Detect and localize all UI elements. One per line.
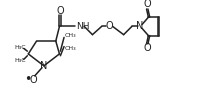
Text: •: • <box>25 73 32 86</box>
Text: N: N <box>136 21 144 31</box>
Text: O: O <box>143 43 151 53</box>
Text: O: O <box>105 21 113 31</box>
Text: NH: NH <box>76 22 89 31</box>
Text: N: N <box>40 61 48 71</box>
Text: H₃C: H₃C <box>15 45 26 50</box>
Text: CH₃: CH₃ <box>65 46 77 51</box>
Text: CH₃: CH₃ <box>65 33 77 38</box>
Text: O: O <box>143 0 151 9</box>
Text: O: O <box>29 75 37 85</box>
Text: H₃C: H₃C <box>15 58 26 63</box>
Text: O: O <box>57 6 64 16</box>
